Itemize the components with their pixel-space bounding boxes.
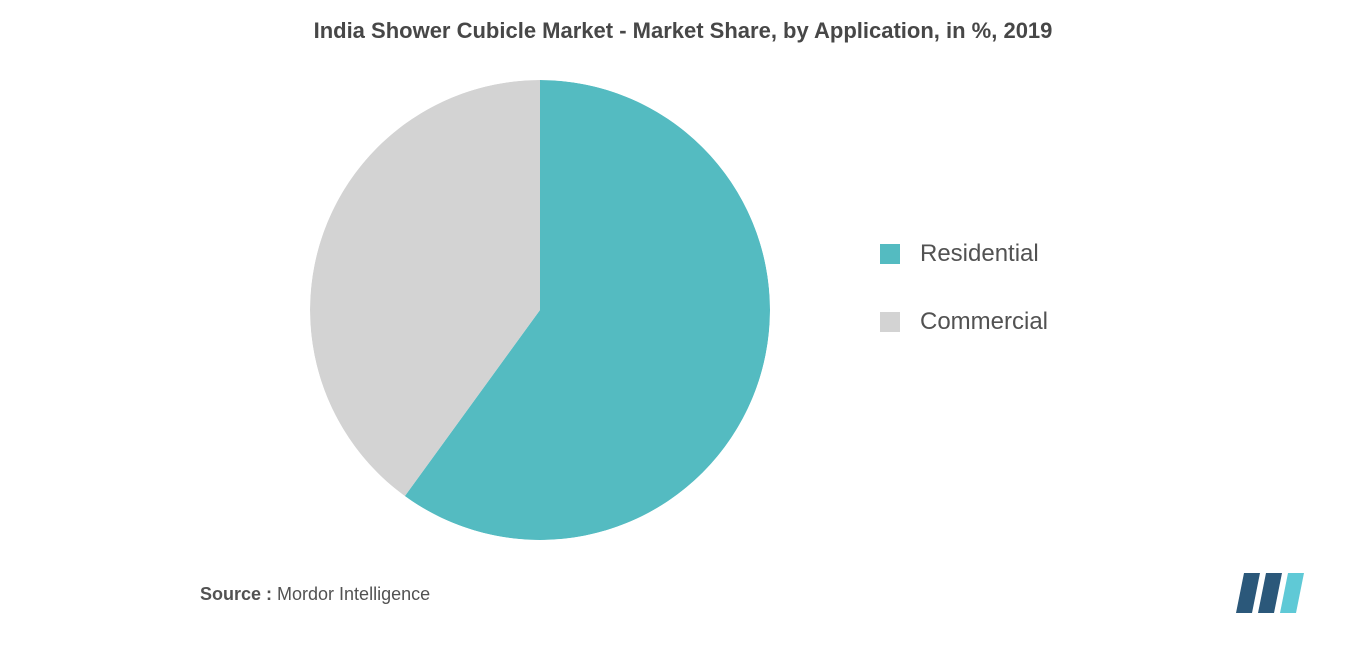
logo-bar [1280,573,1304,613]
logo-svg [1236,571,1306,615]
chart-title: India Shower Cubicle Market - Market Sha… [0,0,1366,44]
logo-bar [1236,573,1260,613]
chart-area: Residential Commercial [0,60,1366,580]
source-label: Source : [200,584,272,604]
legend-label: Residential [920,240,1039,268]
legend-swatch [880,312,900,332]
pie-svg [310,80,770,540]
legend-label: Commercial [920,308,1048,336]
mordor-logo-icon [1236,571,1306,615]
legend-item-commercial: Commercial [880,308,1048,336]
legend: Residential Commercial [880,240,1048,376]
source-name: Mordor Intelligence [272,584,430,604]
logo-bar [1258,573,1282,613]
legend-item-residential: Residential [880,240,1048,268]
source-footer: Source : Mordor Intelligence [200,584,430,605]
legend-swatch [880,244,900,264]
pie-chart [310,80,770,540]
